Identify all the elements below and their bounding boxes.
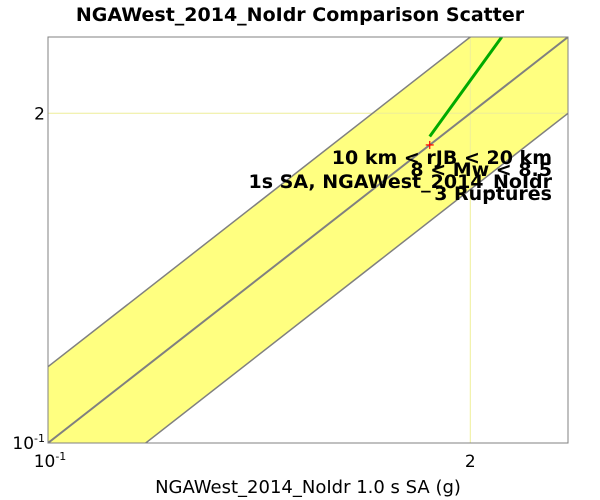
- y-tick-label-exp: -1: [34, 432, 45, 445]
- x-tick-label: 10-1: [34, 450, 67, 472]
- y-tick-label-base: 10: [12, 434, 34, 454]
- annotation-line: 8 < Mw < 8.5: [410, 159, 552, 181]
- series-line: [428, 37, 503, 138]
- x-tick-label: 2: [465, 452, 476, 472]
- y-tick-label: 10-1: [12, 432, 45, 454]
- annotation-line: 1s SA, NGAWest_2014_NoIdr: [249, 171, 553, 193]
- annotation-line: 10 km < rJB < 20 km: [332, 147, 552, 169]
- plot-area: [48, 37, 568, 443]
- axis-ticks: 10-1 210-12: [12, 104, 475, 472]
- y-tick-label: 2: [34, 104, 45, 124]
- annotation-block: 10 km < rJB < 20 km8 < Mw < 8.51s SA, NG…: [249, 147, 553, 205]
- x-axis-label: NGAWest_2014_NoIdr 1.0 s SA (g): [155, 477, 461, 498]
- annotation-line: 3 Ruptures: [434, 183, 552, 205]
- x-tick-label-base: 10: [34, 452, 56, 472]
- lower-band-line: [144, 112, 568, 443]
- plot-frame: [47, 36, 569, 444]
- one-to-one-line: [48, 37, 568, 443]
- y-tick-label-base: 2: [34, 104, 45, 124]
- x-tick-label-exp: -1: [55, 450, 66, 463]
- upper-band-line: [48, 37, 472, 368]
- x-tick-label-base: 2: [465, 452, 476, 472]
- data-point: [425, 140, 434, 149]
- chart-title: NGAWest_2014_NoIdr Comparison Scatter: [76, 4, 525, 26]
- factor-band: [48, 37, 568, 443]
